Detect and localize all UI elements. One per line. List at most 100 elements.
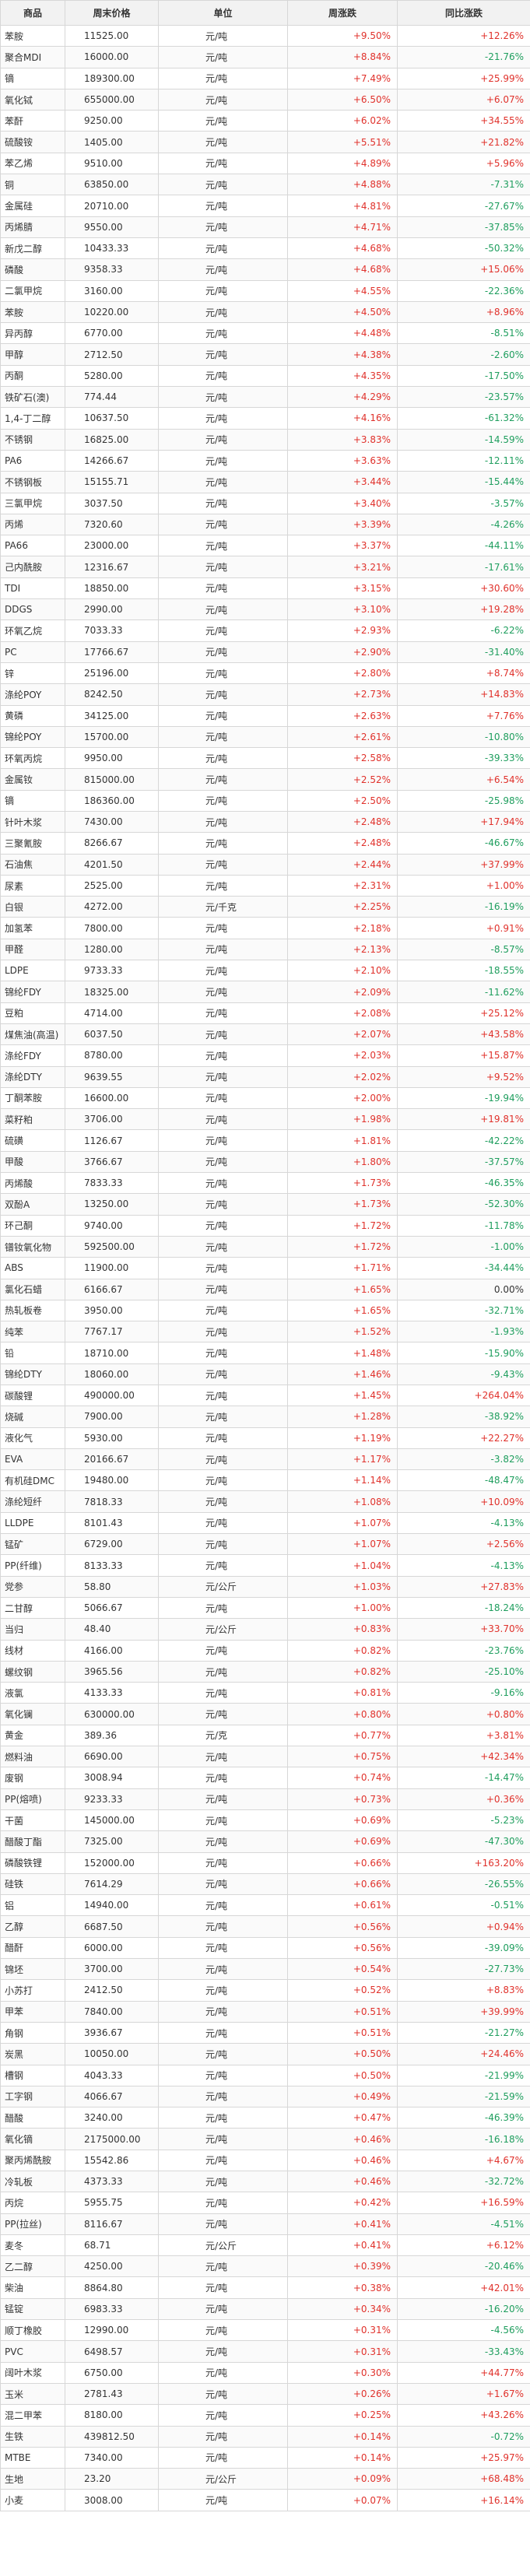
yoy-change-cell: -46.35% [397,1172,530,1195]
unit-cell: 元/吨 [158,1511,288,1535]
unit-cell: 元/吨 [158,2107,288,2129]
price-cell: 3965.56 [65,1660,159,1683]
commodity-name-cell: DDGS [0,598,65,621]
week-change-cell: +0.41% [287,2234,398,2257]
commodity-name-cell: 环己酮 [0,1214,65,1237]
price-cell: 189300.00 [65,67,159,89]
table-row: 1,4-丁二醇 10637.50 元/吨 +4.16% -61.32% [0,407,530,430]
yoy-change-cell: -15.90% [397,1342,530,1364]
unit-cell: 元/吨 [158,1746,288,1768]
yoy-change-cell: +4.67% [397,2149,530,2171]
yoy-change-cell: -3.82% [397,1448,530,1471]
price-cell: 9639.55 [65,1065,159,1088]
table-row: 尿素 2525.00 元/吨 +2.31% +1.00% [0,874,530,897]
table-row: 有机硅DMC 19480.00 元/吨 +1.14% -48.47% [0,1469,530,1492]
week-change-cell: +4.50% [287,300,398,324]
commodity-name-cell: 菜籽粕 [0,1108,65,1131]
unit-cell: 元/吨 [158,174,288,196]
table-row: 铅 18710.00 元/吨 +1.48% -15.90% [0,1342,530,1364]
unit-cell: 元/吨 [158,237,288,260]
price-cell: 3240.00 [65,2107,159,2129]
commodity-name-cell: 己内酰胺 [0,556,65,578]
unit-cell: 元/吨 [158,1788,288,1810]
table-row: 丙烯腈 9550.00 元/吨 +4.71% -37.85% [0,216,530,238]
yoy-change-cell: +43.58% [397,1023,530,1046]
unit-cell: 元/吨 [158,322,288,345]
commodity-name-cell: 小麦 [0,2489,65,2511]
week-change-cell: +1.81% [287,1129,398,1152]
commodity-name-cell: 螺纹钢 [0,1660,65,1683]
unit-cell: 元/吨 [158,1108,288,1131]
week-change-cell: +0.61% [287,1894,398,1917]
commodity-name-cell: 加氢苯 [0,917,65,939]
unit-cell: 元/吨 [158,428,288,451]
price-cell: 4272.00 [65,896,159,918]
week-change-cell: +2.07% [287,1023,398,1046]
commodity-name-cell: PA6 [0,449,65,472]
yoy-change-cell: +0.36% [397,1788,530,1810]
price-cell: 490000.00 [65,1384,159,1407]
commodity-name-cell: 氧化铽 [0,88,65,111]
price-cell: 2990.00 [65,598,159,621]
yoy-change-cell: +42.01% [397,2276,530,2299]
price-cell: 14266.67 [65,449,159,472]
price-cell: 7840.00 [65,2000,159,2023]
yoy-change-cell: +7.76% [397,704,530,727]
table-row: MTBE 7340.00 元/吨 +0.14% +25.97% [0,2446,530,2469]
table-row: PC 17766.67 元/吨 +2.90% -31.40% [0,640,530,663]
week-change-cell: +4.81% [287,195,398,217]
table-row: 冷轧板 4373.33 元/吨 +0.46% -32.72% [0,2170,530,2193]
week-change-cell: +0.30% [287,2361,398,2384]
unit-cell: 元/吨 [158,1172,288,1195]
yoy-change-cell: -46.67% [397,832,530,855]
week-change-cell: +0.47% [287,2107,398,2129]
commodity-name-cell: 镝 [0,67,65,89]
price-cell: 4166.00 [65,1639,159,1662]
price-cell: 439812.50 [65,2425,159,2448]
week-change-cell: +0.51% [287,2021,398,2044]
week-change-cell: +0.80% [287,1703,398,1725]
week-change-cell: +2.13% [287,938,398,961]
week-change-cell: +2.52% [287,768,398,791]
table-row: 不锈钢板 15155.71 元/吨 +3.44% -15.44% [0,471,530,493]
commodity-name-cell: 双酚A [0,1193,65,1216]
yoy-change-cell: -19.94% [397,1086,530,1110]
unit-cell: 元/吨 [158,67,288,89]
commodity-name-cell: PP(纤维) [0,1554,65,1577]
table-row: 锰矿 6729.00 元/吨 +1.07% +2.56% [0,1533,530,1556]
commodity-name-cell: 锰锭 [0,2297,65,2321]
price-cell: 7340.00 [65,2446,159,2469]
yoy-change-cell: +5.96% [397,152,530,175]
table-row: 党参 58.80 元/公斤 +1.03% +27.83% [0,1575,530,1598]
table-row: 小苏打 2412.50 元/吨 +0.52% +8.83% [0,1979,530,2002]
table-header: 商品 周末价格 单位 周涨跌 同比涨跌 [0,0,530,26]
price-cell: 7033.33 [65,619,159,642]
week-change-cell: +0.56% [287,1936,398,1960]
week-change-cell: +1.48% [287,1342,398,1364]
commodity-name-cell: 丙酮 [0,364,65,388]
week-change-cell: +9.50% [287,24,398,47]
yoy-change-cell: +6.12% [397,2234,530,2257]
week-change-cell: +0.51% [287,2000,398,2023]
week-change-cell: +1.46% [287,1363,398,1386]
yoy-change-cell: +34.55% [397,110,530,132]
unit-cell: 元/吨 [158,1596,288,1620]
table-row: 阔叶木浆 6750.00 元/吨 +0.30% +44.77% [0,2361,530,2384]
commodity-name-cell: 阔叶木浆 [0,2361,65,2384]
unit-cell: 元/吨 [158,1214,288,1237]
unit-cell: 元/吨 [158,1257,288,1279]
week-change-cell: +8.84% [287,46,398,68]
commodity-name-cell: 丙烯 [0,513,65,536]
week-change-cell: +2.08% [287,1002,398,1024]
week-change-cell: +3.15% [287,577,398,600]
yoy-change-cell: +22.27% [397,1427,530,1449]
table-row: DDGS 2990.00 元/吨 +3.10% +19.28% [0,598,530,621]
commodity-name-cell: 锦纶POY [0,725,65,749]
commodity-name-cell: 废钢 [0,1767,65,1789]
week-change-cell: +6.50% [287,88,398,111]
price-cell: 10050.00 [65,2043,159,2065]
week-change-cell: +3.63% [287,449,398,472]
unit-cell: 元/吨 [158,258,288,281]
price-cell: 4043.33 [65,2064,159,2086]
price-cell: 4714.00 [65,1002,159,1024]
